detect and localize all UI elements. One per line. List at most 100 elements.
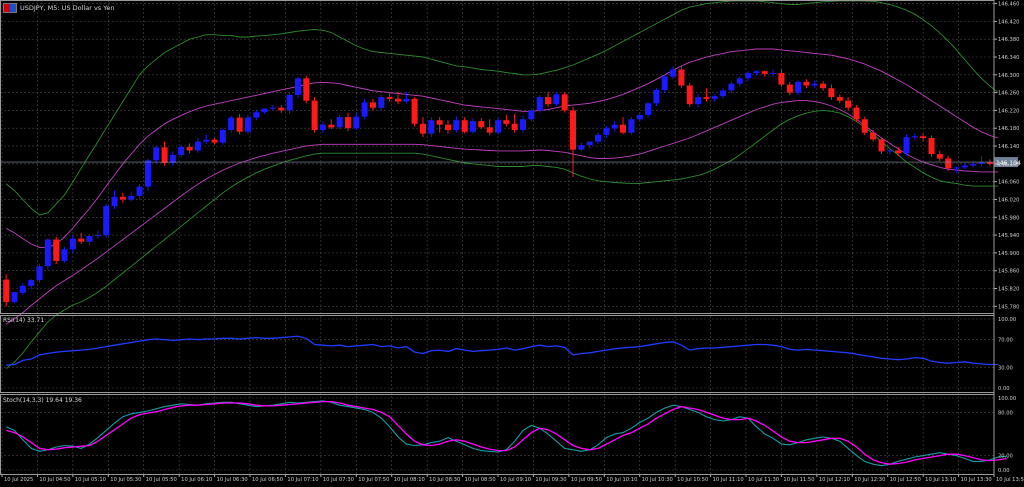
candle-body[interactable] — [920, 136, 927, 138]
candle-body[interactable] — [828, 88, 835, 98]
candle-body[interactable] — [119, 196, 126, 200]
candle-body[interactable] — [445, 124, 451, 130]
rsi-line[interactable] — [6, 335, 999, 366]
candle-body[interactable] — [620, 124, 626, 133]
rsi-panel[interactable] — [6, 335, 999, 366]
candle-body[interactable] — [194, 141, 201, 151]
stoch-main-line[interactable] — [5, 400, 1007, 467]
candle-body[interactable] — [861, 119, 868, 133]
candle-body[interactable] — [928, 138, 935, 154]
candle-body[interactable] — [945, 158, 952, 169]
candle-body[interactable] — [186, 146, 193, 151]
candle-body[interactable] — [28, 280, 35, 286]
stoch-signal-line[interactable] — [6, 400, 1007, 465]
stochastic-panel[interactable] — [5, 400, 1007, 467]
candle-body[interactable] — [161, 147, 168, 163]
candle-body[interactable] — [936, 154, 943, 159]
candle-body[interactable] — [686, 85, 693, 105]
candle-body[interactable] — [336, 117, 343, 128]
candle-body[interactable] — [778, 73, 785, 85]
candle-body[interactable] — [269, 107, 276, 109]
candle-body[interactable] — [811, 83, 818, 86]
candle-body[interactable] — [53, 239, 60, 261]
candle-body[interactable] — [978, 162, 985, 164]
candle-body[interactable] — [561, 94, 568, 111]
candle-body[interactable] — [803, 81, 810, 86]
candle-body[interactable] — [69, 238, 76, 250]
candle-body[interactable] — [169, 154, 176, 163]
candle-body[interactable] — [986, 162, 993, 164]
candle-body[interactable] — [436, 120, 443, 125]
candle-body[interactable] — [361, 102, 368, 117]
candle-body[interactable] — [895, 150, 902, 154]
candle-body[interactable] — [736, 78, 743, 84]
candle-body[interactable] — [545, 97, 551, 105]
candle-body[interactable] — [628, 119, 635, 133]
candle-body[interactable] — [786, 84, 793, 93]
candle-body[interactable] — [44, 239, 51, 267]
candle-body[interactable] — [903, 137, 910, 154]
candle-body[interactable] — [753, 71, 760, 73]
candle-body[interactable] — [761, 71, 768, 74]
candle-body[interactable] — [3, 279, 10, 302]
candle-body[interactable] — [144, 160, 151, 187]
candle-body[interactable] — [578, 145, 585, 150]
candle-body[interactable] — [511, 123, 518, 130]
candle-body[interactable] — [395, 98, 401, 102]
candle-body[interactable] — [328, 124, 335, 128]
candle-body[interactable] — [586, 141, 593, 146]
candlesticks[interactable] — [3, 65, 993, 307]
candle-body[interactable] — [178, 146, 185, 155]
candle-body[interactable] — [36, 266, 43, 281]
candle-body[interactable] — [953, 167, 960, 169]
candle-body[interactable] — [236, 117, 243, 132]
candle-body[interactable] — [344, 117, 351, 129]
candle-body[interactable] — [311, 100, 318, 130]
candle-body[interactable] — [294, 78, 301, 95]
candle-body[interactable] — [319, 124, 326, 130]
candle-body[interactable] — [695, 97, 702, 105]
candle-body[interactable] — [528, 110, 535, 120]
candle-body[interactable] — [711, 96, 718, 99]
candle-body[interactable] — [961, 165, 968, 168]
candle-body[interactable] — [420, 123, 426, 134]
candle-body[interactable] — [378, 97, 385, 108]
candle-body[interactable] — [770, 73, 777, 74]
candle-body[interactable] — [636, 114, 643, 120]
candle-body[interactable] — [103, 206, 110, 235]
candle-body[interactable] — [670, 69, 677, 77]
candle-body[interactable] — [678, 69, 685, 86]
candle-body[interactable] — [111, 196, 118, 207]
candle-body[interactable] — [653, 89, 660, 104]
candle-body[interactable] — [128, 195, 135, 200]
candle-body[interactable] — [244, 117, 251, 132]
candle-body[interactable] — [703, 97, 710, 99]
candle-body[interactable] — [78, 238, 85, 242]
candle-body[interactable] — [495, 120, 501, 133]
candle-body[interactable] — [278, 107, 285, 111]
candle-body[interactable] — [411, 98, 418, 124]
candle-body[interactable] — [478, 121, 485, 128]
candle-body[interactable] — [836, 97, 843, 101]
candle-body[interactable] — [386, 97, 393, 99]
candle-body[interactable] — [211, 139, 218, 143]
candle-body[interactable] — [286, 94, 293, 111]
candle-body[interactable] — [19, 285, 26, 293]
candle-body[interactable] — [886, 150, 893, 152]
candle-body[interactable] — [795, 81, 802, 93]
candle-body[interactable] — [911, 136, 918, 138]
time-axis[interactable]: 10 Jul 2025 10 Jul 04:50 10 Jul 05:10 10 Ju… — [1, 474, 1024, 483]
candle-body[interactable] — [94, 235, 101, 237]
candle-body[interactable] — [853, 107, 860, 120]
candle-body[interactable] — [720, 90, 727, 97]
candle-body[interactable] — [520, 119, 526, 130]
candle-body[interactable] — [261, 108, 268, 113]
candle-body[interactable] — [61, 249, 68, 261]
candle-body[interactable] — [878, 139, 885, 152]
candle-body[interactable] — [486, 127, 493, 133]
candle-body[interactable] — [970, 163, 977, 166]
candle-body[interactable] — [370, 102, 376, 108]
candle-body[interactable] — [845, 100, 852, 108]
candle-body[interactable] — [470, 121, 476, 132]
candle-body[interactable] — [228, 117, 235, 131]
